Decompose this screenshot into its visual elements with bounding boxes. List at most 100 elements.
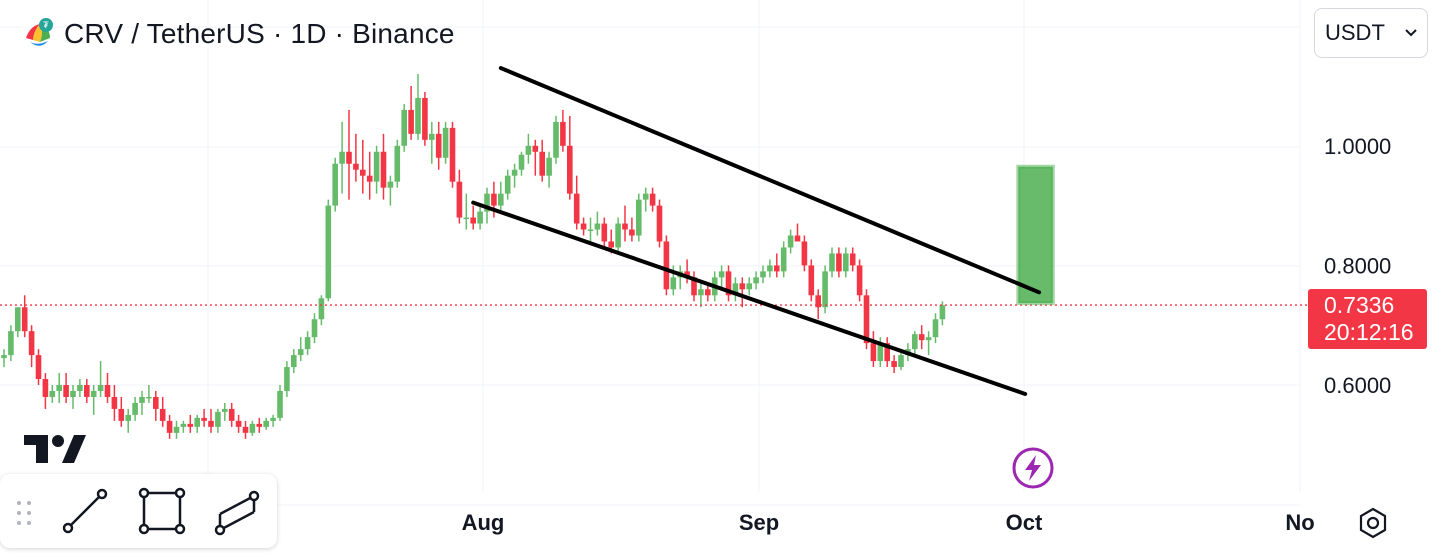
candle — [173, 420, 180, 439]
candle-body — [718, 271, 725, 278]
candle — [573, 175, 580, 230]
candle-body — [884, 343, 890, 362]
candle — [939, 301, 946, 326]
candle-body — [90, 390, 97, 397]
candle-body — [698, 289, 704, 296]
candle — [698, 283, 704, 308]
candle-body — [601, 223, 608, 242]
candle — [353, 133, 359, 182]
candle-body — [484, 193, 490, 212]
chart-drawings[interactable] — [0, 66, 1308, 396]
parallel-channel-icon[interactable] — [214, 486, 264, 536]
candle — [228, 402, 235, 427]
candle-body — [339, 151, 345, 164]
candle — [125, 408, 131, 433]
candle-body — [863, 295, 870, 344]
candle — [104, 373, 111, 403]
candle — [518, 151, 525, 176]
candle-body — [235, 420, 242, 427]
candle — [15, 307, 21, 338]
candle-body — [794, 235, 801, 242]
price-axis[interactable]: 1.0000 0.8000 0.6000 — [1324, 134, 1391, 398]
candle — [787, 229, 794, 254]
channel-upper-line[interactable] — [498, 66, 1041, 295]
candle-body — [249, 423, 256, 433]
candle — [422, 91, 428, 146]
candle-body — [504, 175, 511, 194]
candle-body — [636, 199, 642, 236]
target-box[interactable] — [1016, 164, 1055, 306]
candle-body — [925, 337, 932, 341]
chevron-down-icon — [1405, 29, 1417, 37]
candle-body — [498, 193, 504, 206]
candle-body — [325, 205, 332, 299]
candle — [649, 187, 656, 212]
candle — [139, 390, 145, 415]
candle — [318, 295, 325, 326]
candle-body — [760, 271, 766, 278]
candle — [498, 181, 504, 212]
candle — [21, 295, 28, 338]
candle — [97, 361, 104, 397]
candle — [366, 151, 373, 200]
time-tick-label: Sep — [739, 510, 779, 535]
candle — [642, 187, 649, 212]
candle — [297, 337, 304, 362]
trend-line-icon[interactable] — [60, 486, 110, 536]
candle-body — [208, 420, 214, 427]
candle-body — [553, 121, 559, 158]
candle-body — [511, 169, 518, 176]
candle-body — [918, 334, 925, 341]
candle — [401, 103, 407, 152]
candle-body — [491, 193, 497, 206]
rectangle-icon[interactable] — [137, 486, 187, 536]
currency-value: USDT — [1325, 20, 1385, 45]
time-axis[interactable]: Aug Sep Oct No — [462, 510, 1315, 535]
candle-body — [573, 193, 580, 224]
candle — [829, 247, 835, 278]
last-price-tag: 0.7336 20:12:16 — [1308, 289, 1427, 349]
candle — [815, 289, 821, 320]
candle-body — [587, 229, 594, 232]
candle-body — [222, 408, 228, 412]
candle — [822, 265, 828, 314]
candle-body — [201, 417, 207, 421]
candle-body — [118, 408, 125, 421]
tradingview-logo-icon[interactable] — [22, 433, 86, 467]
candle-body — [284, 367, 290, 391]
candle-body — [442, 127, 449, 158]
candle-body — [691, 277, 697, 296]
candle-body — [525, 145, 532, 155]
candle — [284, 361, 290, 397]
candle — [270, 414, 276, 427]
drawing-toolbar — [0, 474, 277, 548]
symbol-header[interactable]: ₮ CRV / TetherUS · 1D · Binance — [20, 14, 455, 54]
candle — [311, 313, 318, 344]
settings-icon[interactable] — [1356, 506, 1390, 540]
candle — [346, 109, 352, 200]
candle — [442, 121, 449, 164]
candle — [118, 396, 125, 427]
candle — [373, 145, 380, 194]
candle-body — [394, 145, 401, 182]
candle-body — [546, 157, 552, 176]
lightning-icon[interactable] — [1011, 446, 1055, 490]
candle — [63, 373, 69, 403]
candle — [774, 253, 780, 278]
drag-handle-icon[interactable] — [14, 498, 34, 528]
candle-body — [415, 97, 421, 134]
candle-body — [670, 277, 677, 290]
candle-body — [173, 426, 180, 433]
candle — [28, 325, 35, 368]
candle-body — [256, 423, 263, 427]
candle — [194, 414, 200, 433]
channel-lower-line[interactable] — [471, 200, 1028, 396]
candle — [215, 408, 221, 433]
candle-body — [580, 223, 587, 230]
currency-select[interactable]: USDT — [1314, 8, 1428, 58]
candle — [622, 205, 628, 242]
candle-body — [42, 379, 49, 397]
candle — [256, 417, 263, 433]
candle-body — [891, 361, 897, 368]
